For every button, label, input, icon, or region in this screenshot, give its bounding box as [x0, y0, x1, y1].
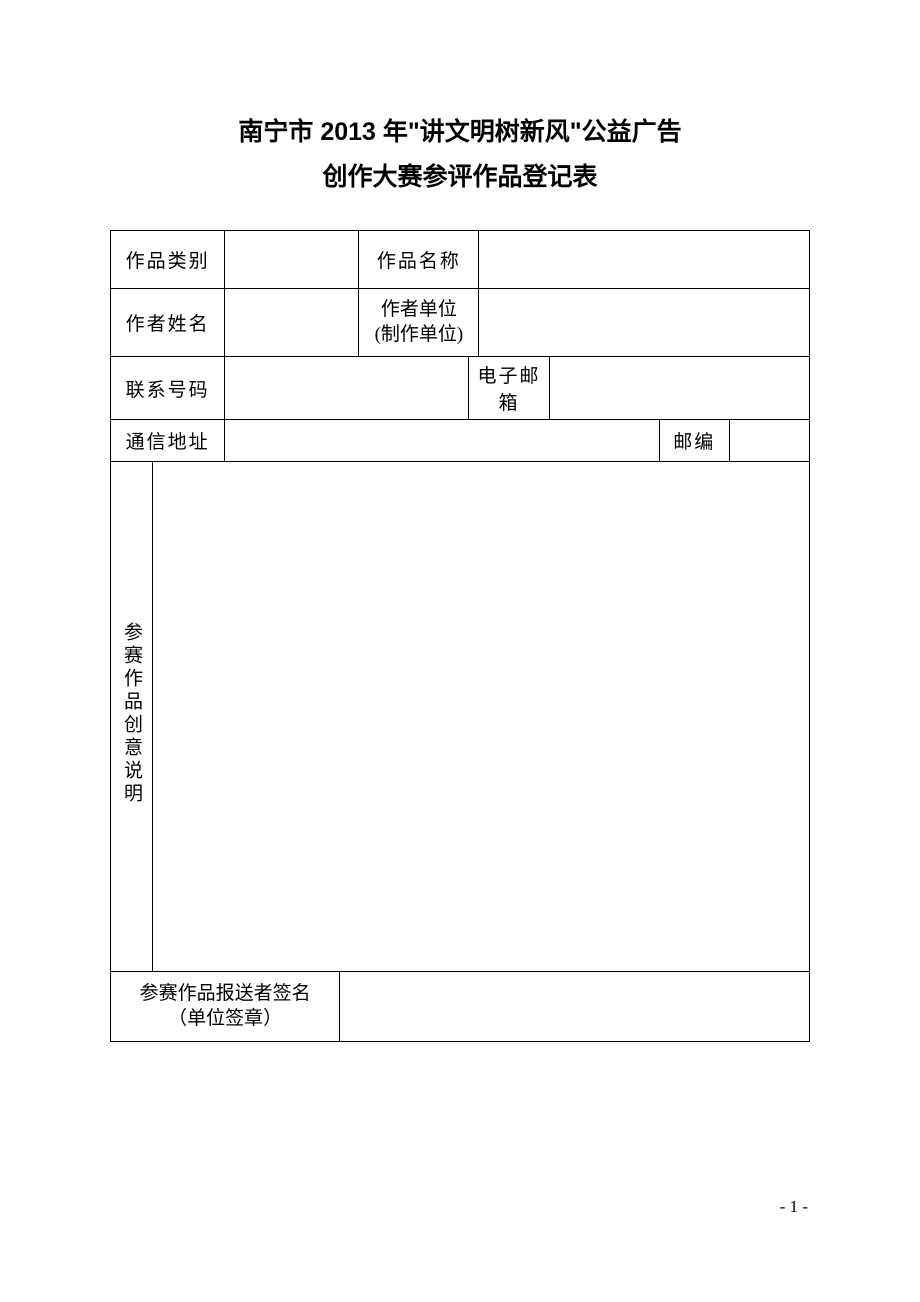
page-number: - 1 -: [780, 1197, 808, 1217]
title-line-1: 南宁市 2013 年"讲文明树新风"公益广告: [110, 110, 810, 155]
value-creative-description: [153, 462, 810, 972]
label-signature-line2: （单位签章）: [168, 1008, 282, 1029]
label-email: 电子邮箱: [469, 357, 549, 420]
label-signature: 参赛作品报送者签名 （单位签章）: [111, 972, 340, 1042]
value-address: [225, 420, 660, 462]
label-address: 通信地址: [111, 420, 225, 462]
label-creative-description: 参赛作品创意说明: [111, 462, 153, 972]
label-creative-description-text: 参赛作品创意说明: [118, 622, 145, 806]
value-author-unit: [479, 289, 810, 357]
value-phone: [225, 357, 469, 420]
value-work-name: [479, 231, 810, 289]
label-author-unit: 作者单位 (制作单位): [359, 289, 479, 357]
label-author-unit-line1: 作者单位: [381, 299, 457, 320]
registration-form-table: 作品类别 作品名称 作者姓名 作者单位 (制作单位) 联系号码 电子邮箱 通信地…: [110, 230, 810, 1042]
label-author-unit-line2: (制作单位): [375, 324, 464, 345]
page-container: 南宁市 2013 年"讲文明树新风"公益广告 创作大赛参评作品登记表 作品类别 …: [0, 0, 920, 1042]
label-signature-line1: 参赛作品报送者签名: [140, 983, 311, 1004]
value-work-category: [225, 231, 359, 289]
title-section: 南宁市 2013 年"讲文明树新风"公益广告 创作大赛参评作品登记表: [110, 110, 810, 200]
label-author-name: 作者姓名: [111, 289, 225, 357]
title-line-2: 创作大赛参评作品登记表: [110, 155, 810, 200]
label-work-name: 作品名称: [359, 231, 479, 289]
label-work-category: 作品类别: [111, 231, 225, 289]
value-email: [549, 357, 809, 420]
value-postcode: [729, 420, 809, 462]
label-phone: 联系号码: [111, 357, 225, 420]
value-signature: [340, 972, 810, 1042]
label-postcode: 邮编: [659, 420, 729, 462]
value-author-name: [225, 289, 359, 357]
